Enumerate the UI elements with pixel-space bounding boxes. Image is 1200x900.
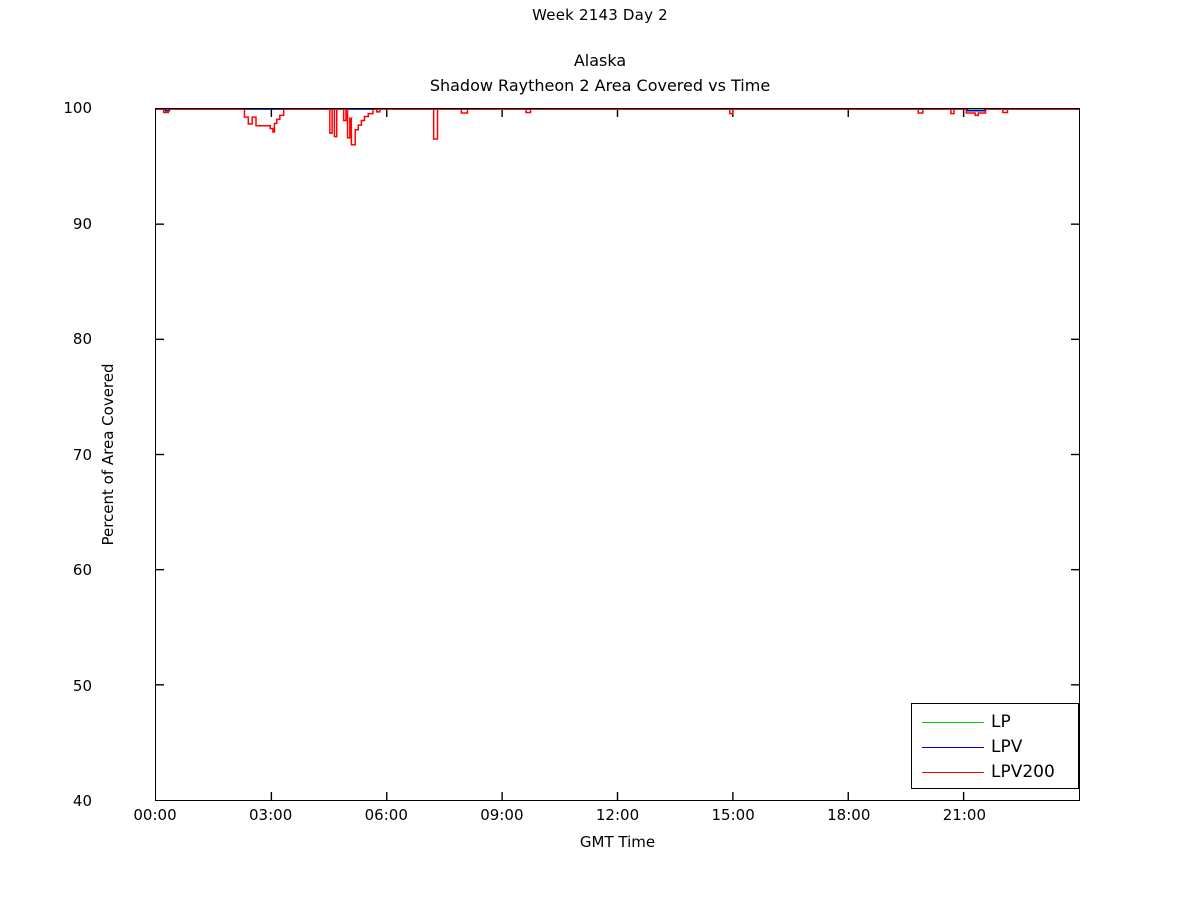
legend-label: LPV200	[991, 762, 1055, 782]
x-axis-label: GMT Time	[579, 833, 656, 851]
page-header-title: Week 2143 Day 2	[532, 6, 668, 24]
y-axis-tick-label: 50	[72, 676, 92, 695]
chart-subtitle: Shadow Raytheon 2 Area Covered vs Time	[429, 76, 771, 95]
legend-label: LPV	[991, 737, 1023, 757]
y-axis-tick-label: 40	[72, 792, 92, 810]
x-axis-tick-label: 21:00	[942, 806, 986, 824]
y-axis-tick-label: 90	[72, 214, 92, 233]
x-axis-tick-label: 15:00	[711, 806, 755, 824]
x-axis-tick-label: 06:00	[364, 806, 408, 824]
legend-color-swatch	[922, 722, 984, 723]
legend-color-swatch	[922, 747, 984, 748]
x-axis-tick-label: 03:00	[249, 806, 293, 824]
legend-item[interactable]: LPV	[912, 735, 1078, 760]
x-axis-tick-label: 12:00	[595, 806, 640, 824]
legend-color-swatch	[922, 772, 984, 773]
plot-area	[155, 108, 1080, 801]
y-axis-tick-label: 60	[72, 561, 92, 579]
x-axis-tick-label: 18:00	[827, 806, 871, 824]
x-axis-tick-label: 09:00	[480, 806, 524, 824]
y-axis-tick-label: 70	[72, 445, 92, 464]
y-axis-label: Percent of Area Covered	[99, 363, 117, 546]
plot-canvas	[156, 109, 1079, 800]
series-line-lpv200	[156, 109, 1079, 146]
chart-title-block: Alaska Shadow Raytheon 2 Area Covered vs…	[0, 48, 1200, 98]
x-axis-tick-label: 00:00	[133, 806, 177, 824]
chart-title: Alaska	[573, 51, 627, 70]
y-axis-tick-label: 80	[72, 330, 92, 348]
legend-item[interactable]: LPV200	[912, 760, 1078, 785]
legend-item[interactable]: LP	[912, 710, 1078, 735]
y-axis-tick-label: 100	[63, 99, 92, 117]
chart-legend: LP LPV LPV200	[911, 703, 1079, 789]
legend-label: LP	[991, 712, 1011, 732]
